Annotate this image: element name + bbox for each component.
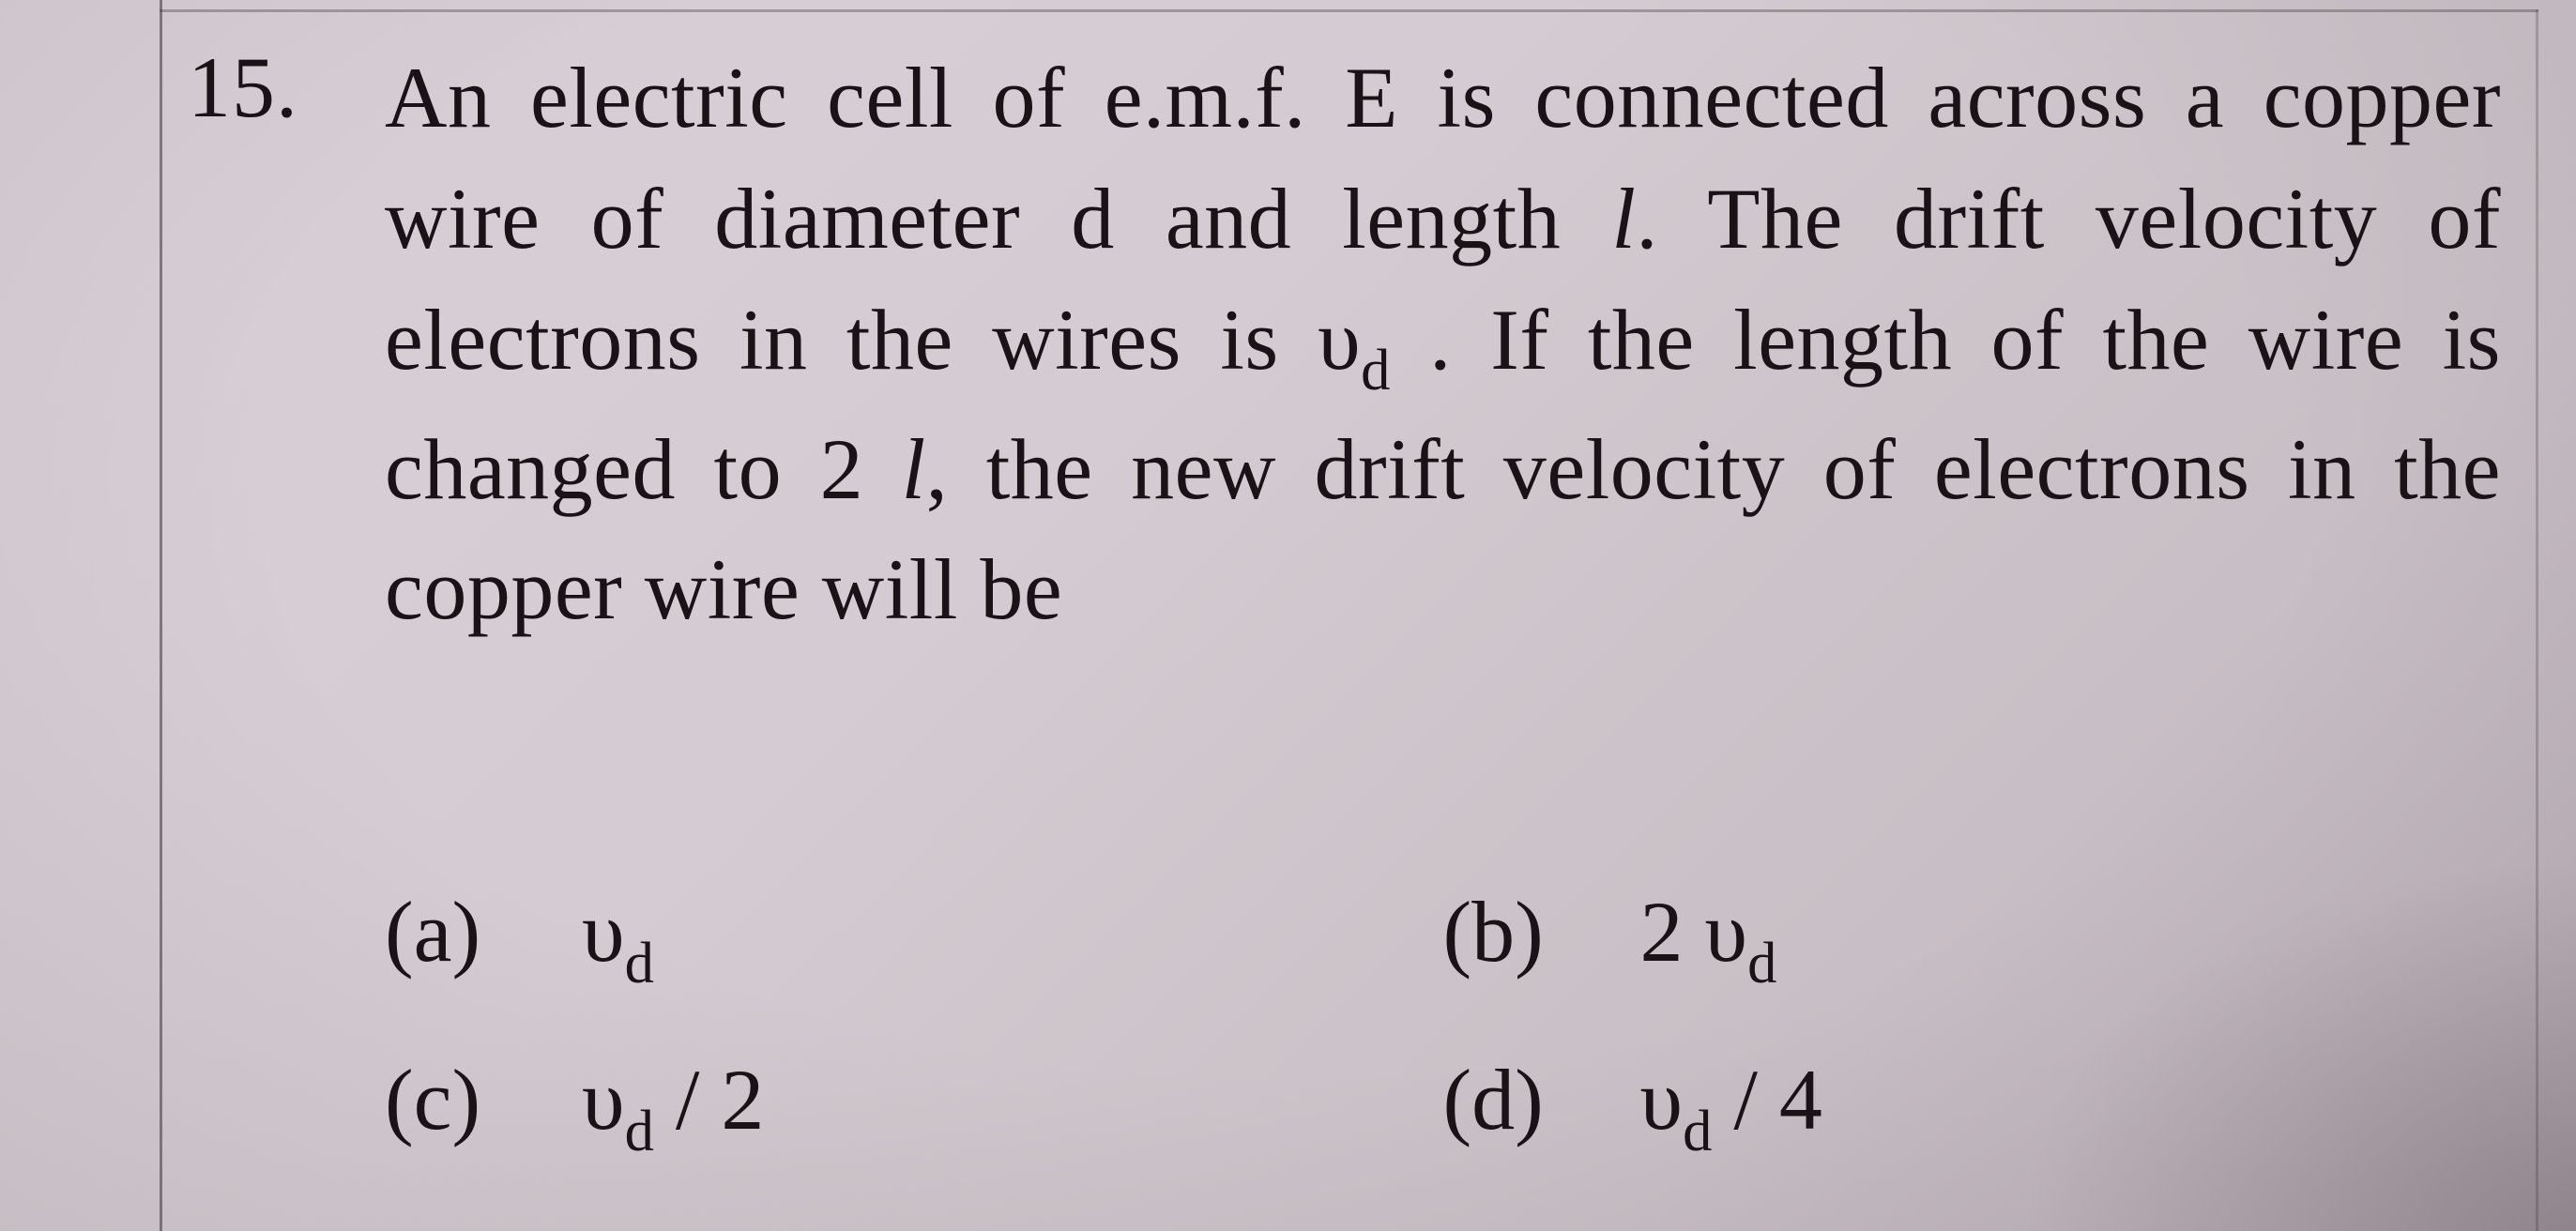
option-d-label: (d) [1443, 1050, 1565, 1149]
question-number: 15. [188, 38, 298, 137]
option-d-value: υd / 4 [1640, 1050, 1822, 1162]
page: 15. An electric cell of e.m.f. E is conn… [0, 0, 2576, 1231]
option-a: (a) υd [385, 882, 1443, 994]
option-d: (d) υd / 4 [1443, 1050, 2502, 1162]
option-b-label: (b) [1443, 882, 1565, 981]
right-margin-rule [2536, 9, 2538, 1231]
top-margin-rule [160, 9, 2538, 12]
left-margin-rule [160, 0, 162, 1231]
option-c: (c) υd / 2 [385, 1050, 1443, 1162]
option-c-value: υd / 2 [582, 1050, 764, 1162]
option-b: (b) 2 υd [1443, 882, 2502, 994]
option-a-label: (a) [385, 882, 507, 981]
option-b-value: 2 υd [1640, 882, 1777, 994]
option-c-label: (c) [385, 1050, 507, 1149]
question-stem: An electric cell of e.m.f. E is connecte… [385, 38, 2501, 650]
option-a-value: υd [582, 882, 654, 994]
options-grid: (a) υd (b) 2 υd (c) υd / 2 (d) υd / 4 [385, 882, 2501, 1163]
